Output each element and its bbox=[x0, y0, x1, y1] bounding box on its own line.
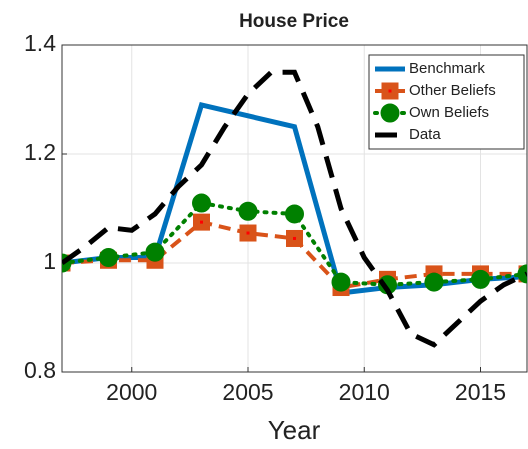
marker bbox=[517, 264, 527, 284]
y-tick-label: 0.8 bbox=[24, 357, 56, 383]
marker bbox=[239, 224, 257, 242]
marker bbox=[192, 193, 211, 213]
x-tick-label: 2005 bbox=[222, 379, 273, 405]
marker bbox=[286, 229, 303, 247]
marker bbox=[471, 269, 490, 289]
marker bbox=[331, 272, 351, 292]
y-tick-label: 1.4 bbox=[24, 30, 56, 56]
x-tick-label: 2000 bbox=[106, 379, 157, 405]
marker bbox=[285, 204, 304, 224]
marker bbox=[424, 272, 444, 292]
chart-title: House Price bbox=[239, 11, 349, 32]
marker bbox=[380, 103, 400, 123]
x-tick-label: 2015 bbox=[455, 379, 506, 405]
legend: Benchmark Other Beliefs Own Beliefs Data bbox=[368, 54, 525, 150]
marker bbox=[193, 213, 210, 231]
marker bbox=[238, 201, 258, 221]
legend-label: Own Beliefs bbox=[409, 104, 489, 121]
y-tick-label: 1.2 bbox=[24, 139, 56, 165]
x-axis-label: Year bbox=[268, 415, 321, 445]
marker-center bbox=[388, 89, 392, 93]
legend-label: Other Beliefs bbox=[409, 82, 496, 99]
plot-lines bbox=[62, 69, 527, 348]
series-line bbox=[62, 101, 527, 296]
marker bbox=[145, 242, 165, 262]
legend-label: Data bbox=[409, 126, 441, 143]
axes-box bbox=[61, 44, 528, 373]
y-tick-label: 1 bbox=[43, 248, 56, 274]
marker-center bbox=[200, 220, 203, 224]
marker-center bbox=[293, 236, 296, 240]
x-tick-label: 2010 bbox=[339, 379, 390, 405]
legend-label: Benchmark bbox=[409, 60, 485, 77]
marker bbox=[99, 248, 118, 268]
marker-center bbox=[246, 231, 250, 235]
marker bbox=[381, 82, 399, 100]
series-line bbox=[62, 69, 527, 348]
